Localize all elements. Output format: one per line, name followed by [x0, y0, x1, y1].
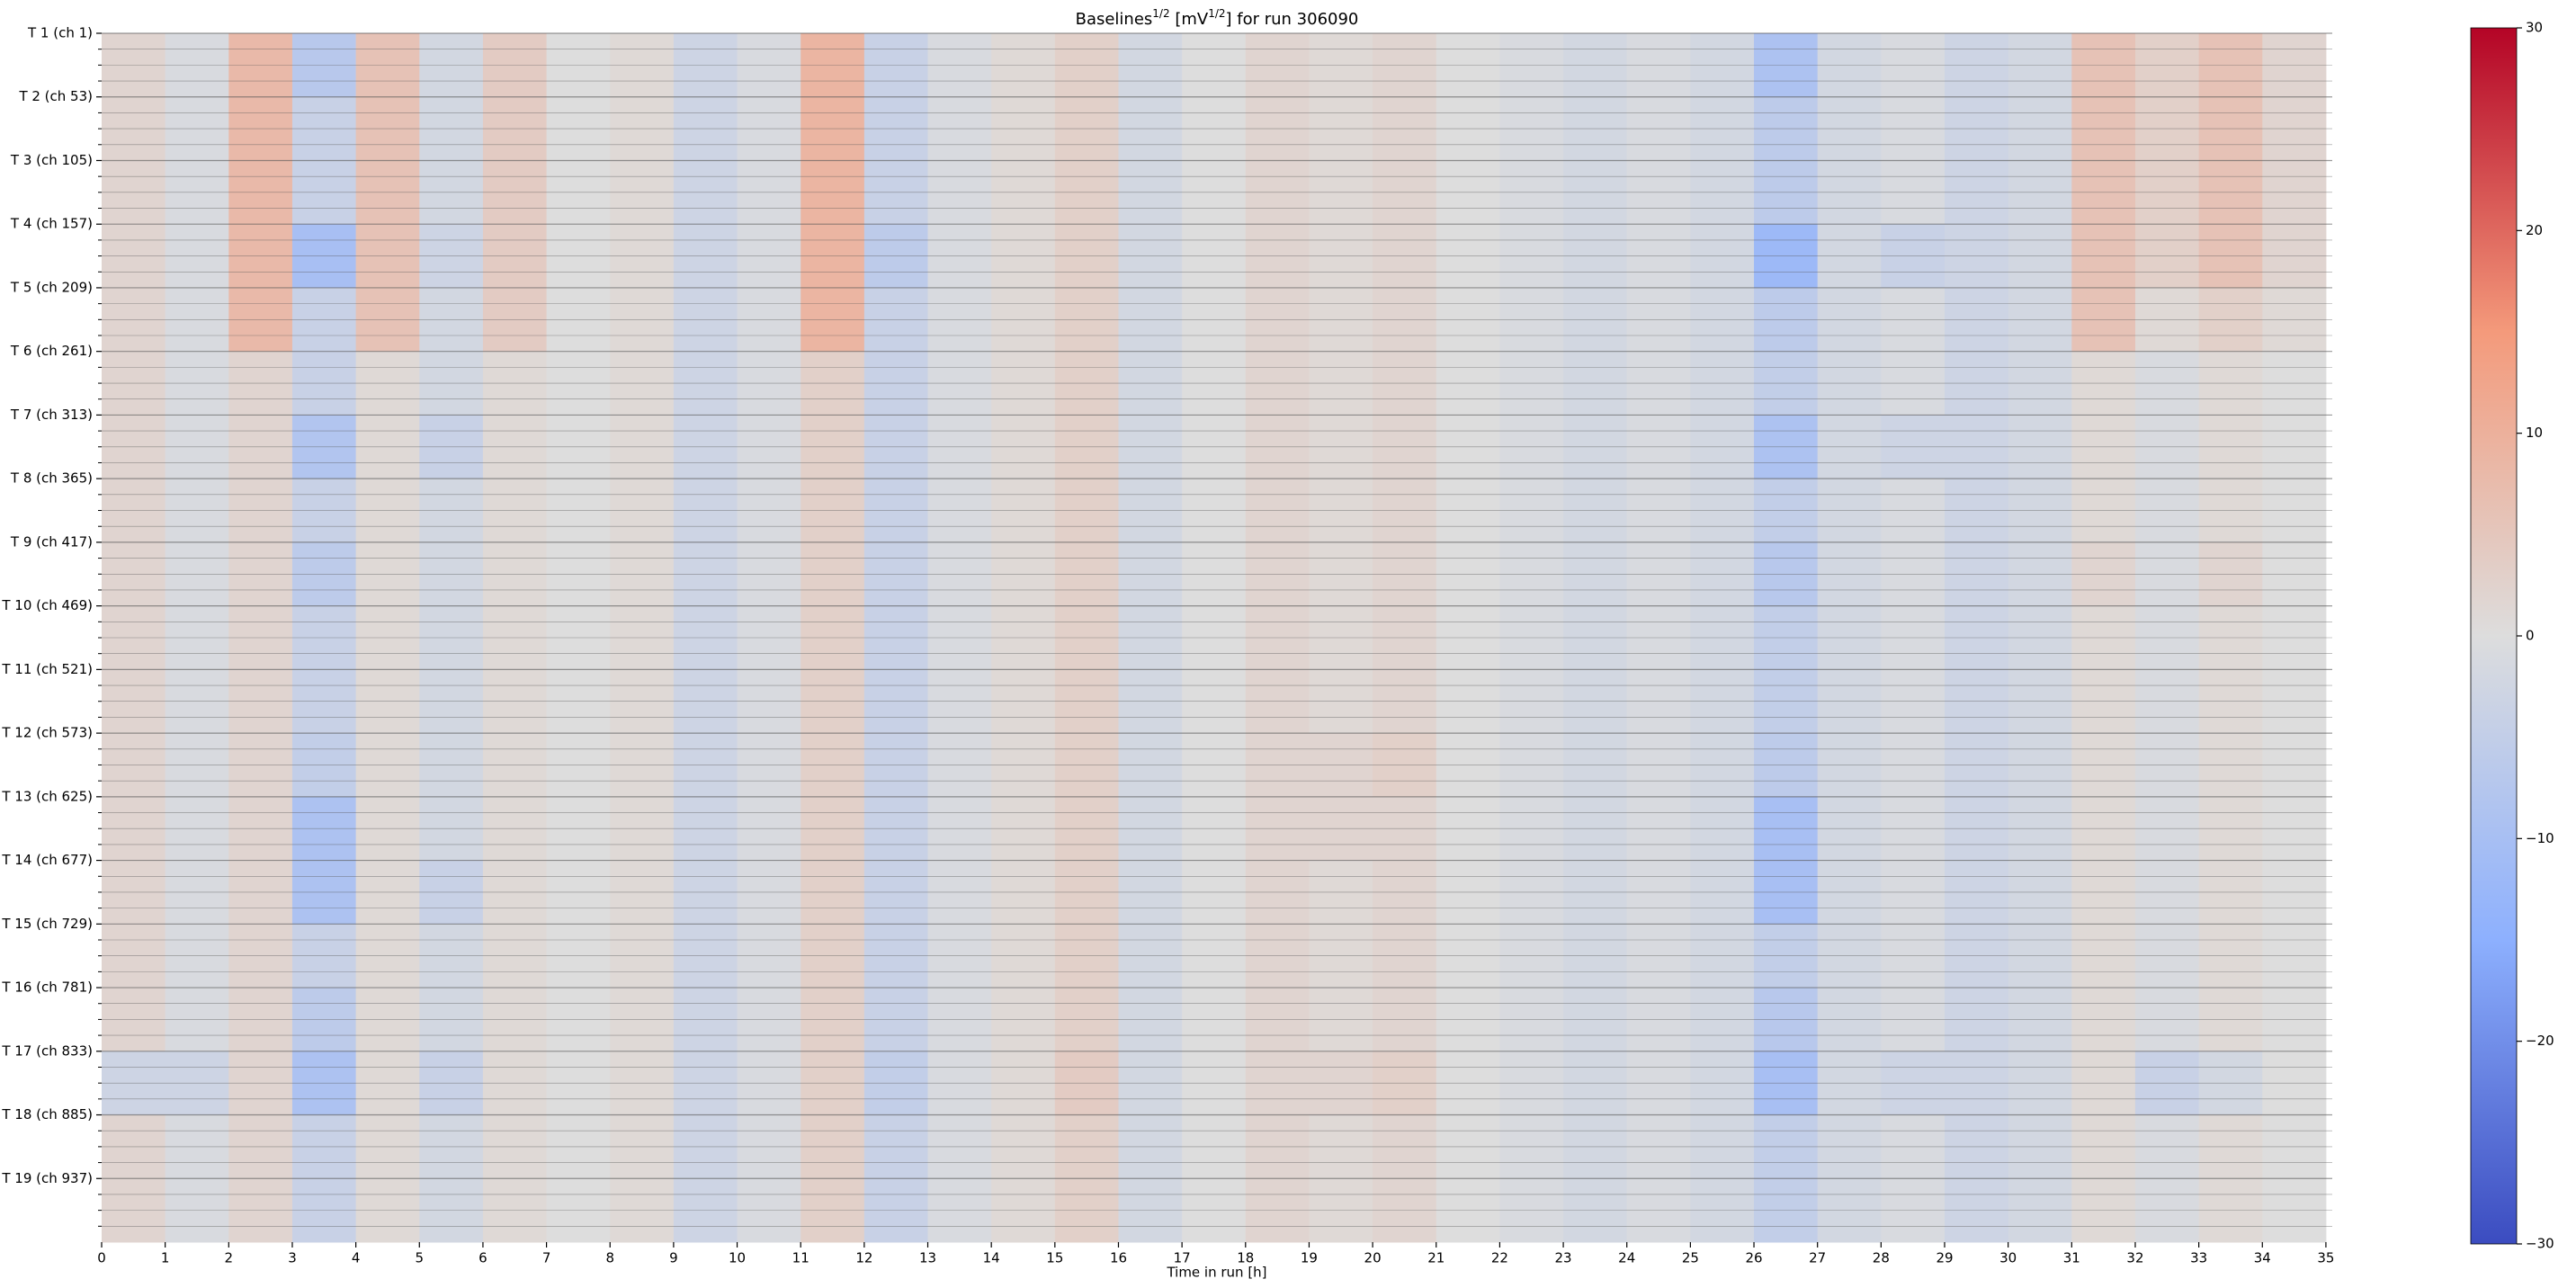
colorbar [2470, 27, 2518, 1245]
x-tick-label: 1 [161, 1250, 170, 1266]
x-tick-label: 29 [1936, 1250, 1953, 1266]
colorbar-tick-label: −10 [2526, 830, 2554, 846]
x-tick-label: 22 [1491, 1250, 1508, 1266]
x-tick-label: 8 [605, 1250, 614, 1266]
x-tick-label: 18 [1237, 1250, 1254, 1266]
x-tick-label: 12 [855, 1250, 872, 1266]
x-tick-label: 14 [983, 1250, 1000, 1266]
x-tick-label: 16 [1110, 1250, 1127, 1266]
x-tick-label: 9 [669, 1250, 678, 1266]
x-tick-label: 13 [919, 1250, 936, 1266]
x-tick-label: 23 [1555, 1250, 1572, 1266]
title-text: Baselines [1076, 10, 1153, 29]
x-tick-label: 25 [1682, 1250, 1699, 1266]
x-tick-label: 10 [729, 1250, 746, 1266]
x-axis-label: Time in run [h] [1166, 1265, 1266, 1281]
title-text: ] for run 306090 [1226, 10, 1359, 29]
x-tick-label: 28 [1873, 1250, 1890, 1266]
y-tick-label: T 11 (ch 521) [1, 661, 93, 677]
y-tick-label: T 13 (ch 625) [1, 788, 93, 804]
x-tick-label: 0 [97, 1250, 106, 1266]
colorbar-tick-label: 20 [2526, 222, 2543, 238]
y-tick-label: T 14 (ch 677) [1, 852, 93, 868]
y-tick-label: T 8 (ch 365) [10, 470, 93, 487]
title-text: [mV [1170, 10, 1209, 29]
x-tick-label: 15 [1046, 1250, 1063, 1266]
x-tick-label: 21 [1427, 1250, 1445, 1266]
x-tick-label: 33 [2190, 1250, 2207, 1266]
x-tick-label: 19 [1301, 1250, 1318, 1266]
y-tick-label: T 3 (ch 105) [10, 152, 93, 168]
y-tick-label: T 12 (ch 573) [1, 725, 93, 741]
colorbar-tick-label: −30 [2526, 1236, 2554, 1252]
y-tick-label: T 5 (ch 209) [10, 279, 93, 295]
colorbar-tick-label: −20 [2526, 1033, 2554, 1049]
x-tick-label: 32 [2126, 1250, 2143, 1266]
x-tick-label: 30 [1999, 1250, 2017, 1266]
x-tick-label: 7 [542, 1250, 551, 1266]
y-tick-label: T 6 (ch 261) [10, 343, 93, 359]
x-tick-label: 17 [1174, 1250, 1191, 1266]
x-tick-label: 31 [2063, 1250, 2080, 1266]
x-tick-label: 4 [352, 1250, 361, 1266]
y-tick-label: T 1 (ch 1) [27, 25, 93, 41]
y-tick-label: T 19 (ch 937) [1, 1170, 93, 1186]
x-tick-label: 34 [2254, 1250, 2271, 1266]
colorbar-tick-label: 10 [2526, 425, 2543, 441]
y-tick-label: T 17 (ch 833) [1, 1042, 93, 1059]
x-tick-label: 2 [225, 1250, 234, 1266]
y-tick-label: T 16 (ch 781) [1, 979, 93, 996]
y-tick-label: T 9 (ch 417) [10, 533, 93, 550]
y-tick-label: T 4 (ch 157) [10, 216, 93, 232]
x-tick-label: 35 [2317, 1250, 2334, 1266]
x-tick-label: 26 [1745, 1250, 1762, 1266]
y-tick-label: T 15 (ch 729) [1, 916, 93, 932]
x-tick-label: 3 [288, 1250, 297, 1266]
x-tick-label: 24 [1618, 1250, 1635, 1266]
chart-title: Baselines1/2 [mV1/2] for run 306090 [1076, 7, 1359, 30]
y-tick-label: T 2 (ch 53) [18, 88, 93, 104]
colorbar-tick-label: 0 [2526, 628, 2535, 644]
colorbar-tick-label: 30 [2526, 20, 2543, 36]
x-tick-label: 27 [1809, 1250, 1826, 1266]
y-tick-label: T 10 (ch 469) [1, 597, 93, 613]
x-tick-label: 6 [479, 1250, 487, 1266]
y-tick-label: T 7 (ch 313) [10, 407, 93, 423]
x-tick-label: 20 [1364, 1250, 1382, 1266]
x-tick-label: 11 [792, 1250, 809, 1266]
title-superscript: 1/2 [1152, 7, 1169, 20]
y-tick-label: T 18 (ch 885) [1, 1106, 93, 1123]
x-tick-label: 5 [416, 1250, 425, 1266]
title-superscript: 1/2 [1208, 7, 1225, 20]
